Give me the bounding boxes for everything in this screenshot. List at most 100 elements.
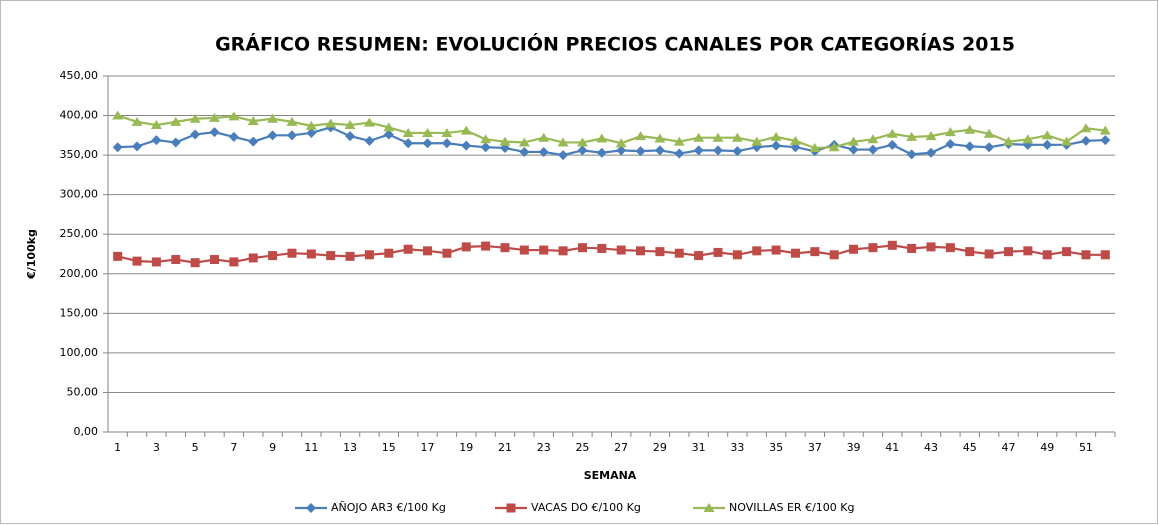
x-tick-label: 39 [847, 441, 861, 454]
data-point [229, 257, 239, 267]
data-point [1002, 136, 1014, 146]
y-axis-title: €/100kg [25, 229, 38, 280]
data-point [345, 251, 355, 261]
data-point [519, 146, 530, 157]
data-point [363, 117, 375, 127]
data-point [267, 130, 278, 141]
data-point [1042, 250, 1052, 260]
data-point [770, 131, 782, 141]
data-point [131, 116, 143, 126]
x-tick-label: 7 [230, 441, 237, 454]
data-point [596, 147, 607, 158]
x-tick-label: 25 [575, 441, 589, 454]
data-point [364, 135, 375, 146]
y-tick-label: 200,00 [60, 267, 99, 280]
x-tick-label: 33 [730, 441, 744, 454]
data-point [189, 113, 201, 123]
data-point [771, 245, 781, 255]
data-point [151, 257, 161, 267]
x-tick-label: 15 [382, 441, 396, 454]
data-point [247, 116, 259, 126]
legend-marker [306, 503, 316, 513]
x-tick-label: 13 [343, 441, 357, 454]
data-point [403, 138, 414, 149]
chart-title: GRÁFICO RESUMEN: EVOLUCIÓN PRECIOS CANAL… [215, 32, 1015, 56]
x-tick-label: 45 [963, 441, 977, 454]
data-point [383, 129, 394, 140]
x-tick-label: 27 [614, 441, 628, 454]
data-point [539, 245, 549, 255]
y-tick-label: 400,00 [60, 109, 99, 122]
series-line [117, 244, 1106, 264]
data-point [113, 251, 123, 261]
data-point [771, 140, 782, 151]
data-point [1099, 125, 1111, 135]
x-tick-label: 23 [537, 441, 551, 454]
data-point [886, 128, 898, 138]
y-tick-label: 250,00 [60, 227, 99, 240]
data-point [577, 145, 588, 156]
data-point [906, 131, 918, 141]
data-point [1041, 130, 1053, 140]
data-point [170, 116, 182, 126]
data-point [1023, 246, 1033, 256]
data-point [983, 128, 995, 138]
data-point [674, 248, 684, 258]
data-point [345, 131, 356, 142]
data-point [132, 141, 143, 152]
legend-label: AÑOJO AR3 €/100 Kg [331, 501, 446, 514]
data-point [132, 256, 142, 266]
data-point [151, 135, 162, 146]
data-point [286, 116, 298, 126]
data-point [635, 131, 647, 141]
x-tick-label: 51 [1079, 441, 1093, 454]
x-tick-label: 17 [421, 441, 435, 454]
x-tick-label: 29 [653, 441, 667, 454]
x-tick-label: 9 [269, 441, 276, 454]
data-point [926, 147, 937, 158]
data-point [654, 145, 665, 156]
x-tick-label: 43 [924, 441, 938, 454]
data-point [326, 251, 336, 261]
data-point [228, 111, 240, 121]
data-point [945, 139, 956, 150]
data-point [674, 148, 685, 159]
data-point [848, 144, 859, 155]
data-point [945, 243, 955, 253]
data-point [248, 253, 258, 263]
data-point [636, 246, 646, 256]
data-point [1003, 247, 1013, 257]
x-tick-label: 11 [304, 441, 318, 454]
data-point [576, 137, 588, 147]
data-point [732, 146, 743, 157]
data-point [789, 135, 801, 145]
series [113, 240, 1110, 268]
data-point [538, 132, 550, 142]
data-point [286, 130, 297, 141]
data-point [868, 243, 878, 253]
series-line [117, 114, 1106, 150]
data-point [422, 138, 433, 149]
data-point [268, 251, 278, 261]
data-point [538, 146, 549, 157]
data-point [364, 250, 374, 260]
x-tick-label: 1 [114, 441, 121, 454]
data-point [461, 140, 472, 151]
data-point [907, 243, 917, 253]
data-point [170, 137, 181, 148]
data-point [558, 246, 568, 256]
data-point [557, 137, 569, 147]
y-tick-label: 100,00 [60, 346, 99, 359]
x-tick-label: 3 [153, 441, 160, 454]
data-point [577, 243, 587, 253]
data-point [906, 149, 917, 160]
data-point [441, 127, 453, 137]
data-point [693, 145, 704, 156]
data-point [499, 136, 511, 146]
data-point [267, 113, 279, 123]
data-point [306, 249, 316, 259]
data-point [848, 136, 860, 146]
y-tick-label: 350,00 [60, 148, 99, 161]
data-point [480, 134, 492, 144]
data-point [887, 139, 898, 150]
